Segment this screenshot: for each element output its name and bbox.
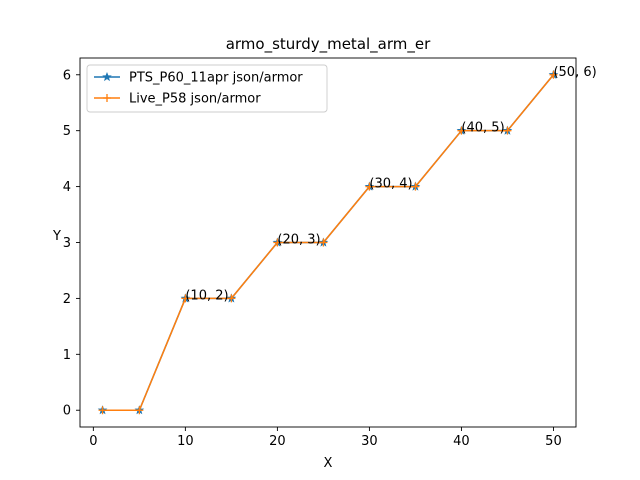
data-point bbox=[503, 126, 512, 135]
y-tick-label: 4 bbox=[63, 180, 71, 195]
legend: PTS_P60_11apr json/armor Live_P58 json/ar… bbox=[86, 64, 328, 113]
plot-area bbox=[97, 69, 559, 415]
y-tick-label: 0 bbox=[63, 404, 71, 419]
data-point bbox=[273, 238, 282, 247]
data-point bbox=[365, 182, 374, 191]
y-tick-label: 2 bbox=[63, 292, 71, 307]
x-tick-label: 30 bbox=[361, 434, 378, 449]
legend-box bbox=[86, 64, 328, 113]
data-point bbox=[411, 182, 420, 191]
data-point bbox=[227, 294, 236, 303]
legend-label: PTS_P60_11apr json/armor bbox=[129, 71, 303, 86]
data-point bbox=[457, 126, 466, 135]
annotations: (10, 2) (20, 3) (30, 4) (40, 5) (50, 6) bbox=[185, 65, 596, 304]
data-point bbox=[549, 70, 558, 79]
legend-item: Live_P58 json/armor bbox=[94, 92, 261, 107]
data-label: (30, 4) bbox=[369, 177, 412, 192]
data-point bbox=[319, 238, 328, 247]
x-tick-label: 50 bbox=[545, 434, 562, 449]
y-tick-label: 1 bbox=[63, 348, 71, 363]
chart-title: armo_sturdy_metal_arm_er bbox=[226, 35, 431, 54]
data-label: (50, 6) bbox=[553, 65, 596, 80]
y-tick-label: 5 bbox=[63, 124, 71, 139]
series-2 bbox=[98, 70, 558, 415]
legend-marker bbox=[103, 94, 111, 102]
y-tick-label: 6 bbox=[63, 68, 71, 83]
data-label: (20, 3) bbox=[277, 233, 320, 248]
y-tick-label: 3 bbox=[63, 236, 71, 251]
x-tick-label: 10 bbox=[177, 434, 194, 449]
x-axis-label: X bbox=[324, 456, 333, 471]
legend-item: PTS_P60_11apr json/armor bbox=[94, 71, 303, 86]
legend-label: Live_P58 json/armor bbox=[129, 92, 261, 107]
axes: 0 10 20 30 40 50 0 1 2 3 4 5 6 bbox=[63, 57, 577, 449]
x-tick-label: 0 bbox=[89, 434, 97, 449]
legend-marker bbox=[102, 71, 112, 82]
x-tick-label: 20 bbox=[269, 434, 286, 449]
y-axis-label: Y bbox=[52, 229, 61, 244]
data-point bbox=[135, 406, 144, 415]
x-tick-label: 40 bbox=[453, 434, 470, 449]
data-label: (10, 2) bbox=[185, 288, 228, 303]
data-label: (40, 5) bbox=[461, 121, 504, 136]
data-point bbox=[98, 406, 107, 415]
data-point bbox=[181, 294, 190, 303]
